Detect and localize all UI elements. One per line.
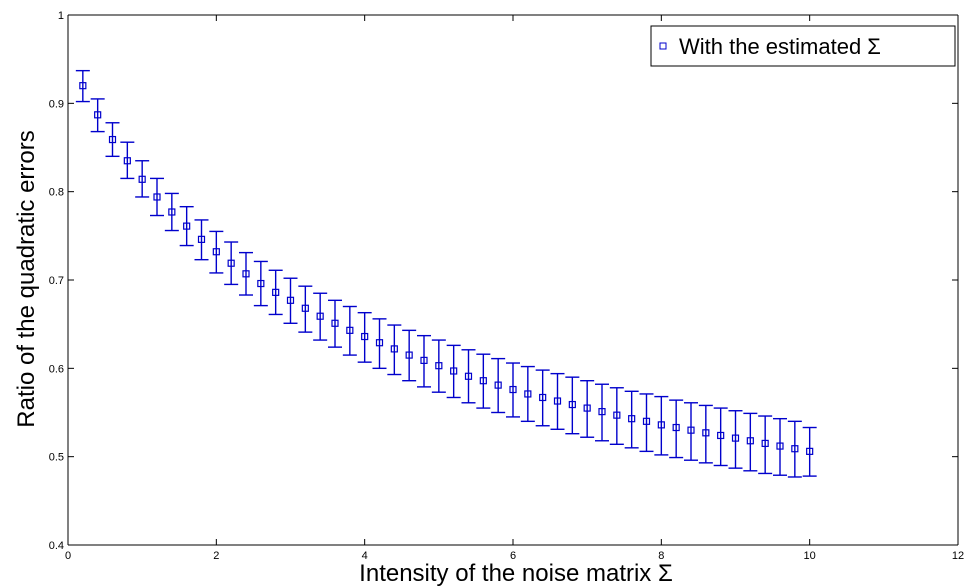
error-bar-group [75, 69, 817, 478]
data-point [583, 404, 591, 412]
data-point [746, 437, 754, 445]
data-point [672, 423, 680, 432]
data-point [242, 270, 250, 278]
data-point [806, 447, 814, 455]
y-tick-label: 0.6 [49, 363, 64, 375]
data-point [613, 411, 621, 419]
data-point [791, 445, 799, 453]
data-point [761, 439, 769, 448]
data-point [138, 175, 146, 183]
data-point [405, 351, 413, 359]
data-point [642, 417, 651, 425]
data-point [435, 362, 443, 370]
data-point [598, 408, 606, 416]
data-point [524, 390, 532, 398]
data-point [717, 431, 725, 440]
data-point [420, 356, 428, 364]
data-point [390, 345, 398, 353]
data-point [153, 193, 161, 201]
x-tick-label: 6 [510, 550, 516, 562]
data-point [494, 381, 502, 389]
data-point [316, 312, 324, 320]
x-tick-label: 0 [65, 550, 71, 562]
data-point [257, 279, 265, 288]
data-point [227, 259, 235, 267]
data-point [168, 208, 176, 216]
legend-box [650, 25, 956, 67]
legend-marker [659, 42, 667, 50]
data-point [272, 288, 280, 296]
data-point [375, 339, 384, 347]
data-point [346, 326, 354, 334]
data-point [553, 397, 562, 405]
data-point [94, 111, 102, 119]
data-point [568, 400, 576, 409]
data-point [286, 296, 295, 304]
marker-group [79, 82, 814, 455]
legend: With the estimated Σ [650, 25, 956, 67]
x-tick-label: 8 [658, 550, 664, 562]
data-point [509, 385, 517, 394]
y-tick-label: 0.8 [49, 187, 64, 199]
x-tick-label: 2 [213, 550, 219, 562]
data-point [183, 222, 191, 230]
tick-group: 0 2 4 6 8 10 12 0.4 0.5 0.6 0.7 0.8 0.9 1 [49, 10, 964, 562]
x-tick-label: 4 [362, 550, 368, 562]
data-point [479, 377, 487, 385]
y-tick-label: 0.7 [49, 275, 64, 287]
y-tick-label: 0.4 [49, 540, 64, 552]
data-point [450, 367, 458, 375]
data-point [79, 82, 87, 90]
legend-label: With the estimated Σ [679, 34, 881, 59]
data-point [212, 248, 220, 256]
data-point [657, 421, 665, 429]
data-point [731, 434, 740, 442]
data-point [301, 304, 309, 312]
data-point [776, 442, 784, 450]
data-point [628, 415, 636, 423]
x-tick-label: 12 [952, 550, 964, 562]
y-tick-label: 1 [58, 10, 64, 22]
data-point [108, 135, 117, 144]
data-point [687, 426, 695, 434]
y-axis-label: Ratio of the quadratic errors [13, 130, 40, 427]
data-point [361, 332, 369, 341]
data-point [197, 235, 206, 243]
x-axis-label: Intensity of the noise matrix Σ [359, 560, 673, 587]
x-tick-label: 10 [804, 550, 816, 562]
data-point [702, 429, 710, 437]
y-tick-label: 0.5 [49, 452, 64, 464]
data-point [464, 372, 473, 380]
data-point [539, 393, 547, 402]
data-point [331, 319, 339, 327]
y-tick-label: 0.9 [49, 98, 64, 110]
data-point [123, 157, 131, 165]
